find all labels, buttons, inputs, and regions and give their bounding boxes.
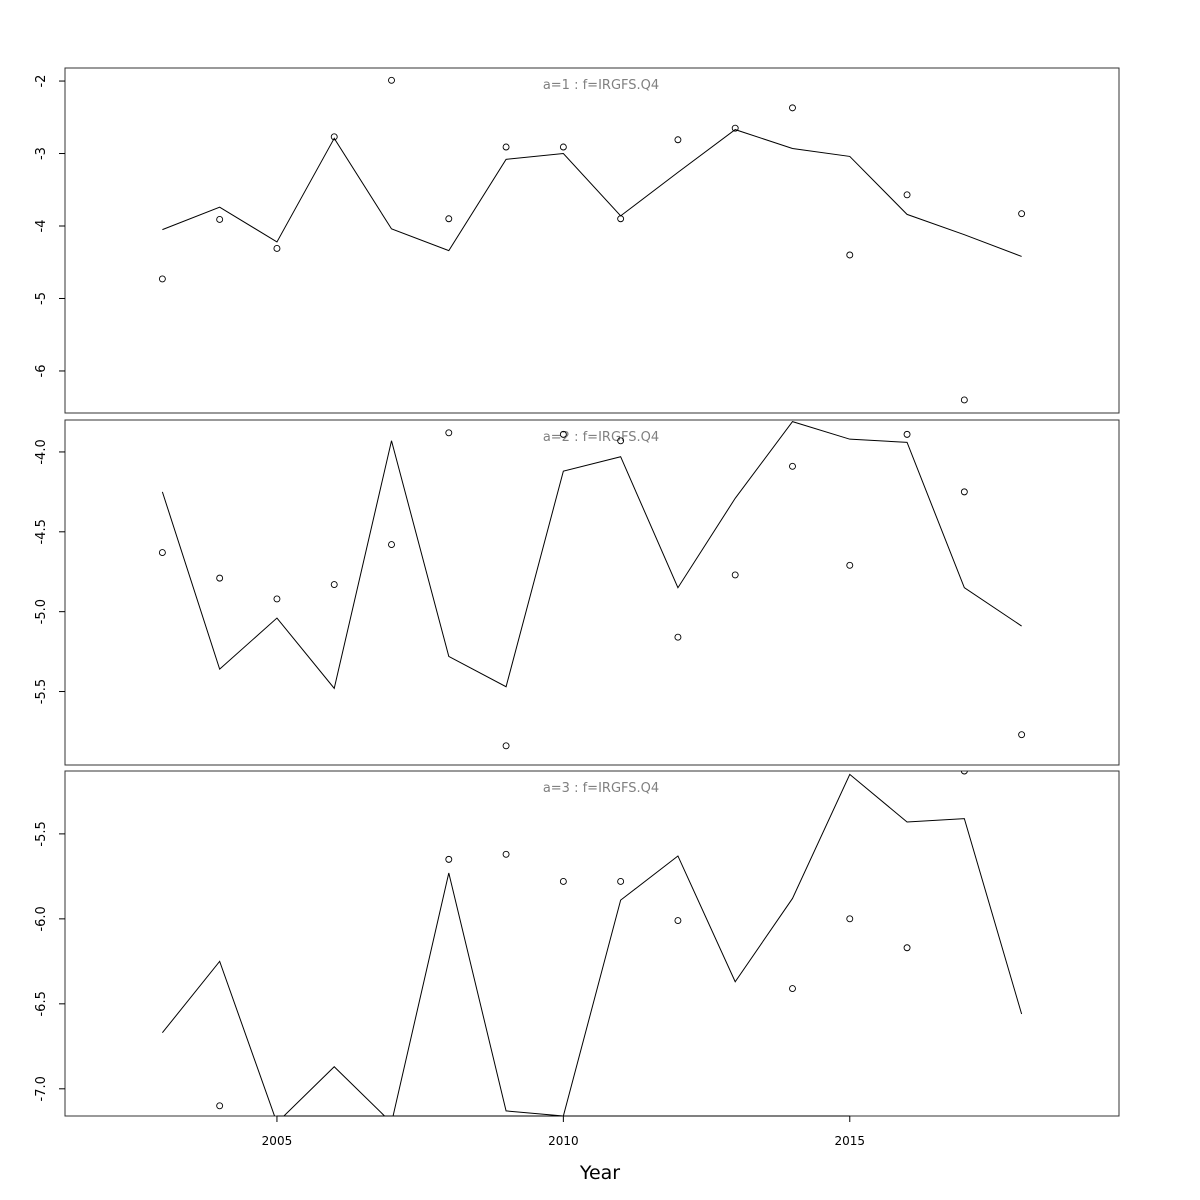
observed-point	[216, 216, 224, 223]
x-tick-label: 2010	[548, 1134, 579, 1148]
observed-point	[731, 124, 739, 132]
observed-point	[789, 462, 796, 470]
observed-point	[960, 488, 968, 496]
observed-point	[216, 574, 224, 582]
observed-point	[158, 275, 166, 283]
panel-title: a=1 : f=IRGFS.Q4	[543, 78, 659, 93]
panel-frame	[64, 770, 1120, 1117]
observed-point	[731, 571, 739, 579]
panels-layer: a=1 : f=IRGFS.Q4 -2 -3 -4 -5 -6 a=2 : f=IRGFS.…	[34, 67, 1120, 1117]
observed-point	[1018, 210, 1026, 218]
observed-point	[502, 742, 510, 750]
panel-3: a=3 : f=IRGFS.Q4 -5.5 -6.0 -6.5 -7.0	[34, 770, 1120, 1117]
y-tick-label: -5.5	[34, 679, 49, 704]
x-axis: 2005 2010 2015	[262, 1115, 865, 1148]
observed-point	[674, 136, 682, 144]
observed-point	[559, 143, 567, 151]
observed-point	[1018, 731, 1026, 739]
observed-point	[273, 245, 281, 252]
observed-point	[960, 771, 968, 775]
panel-1: a=1 : f=IRGFS.Q4 -2 -3 -4 -5 -6	[34, 67, 1120, 414]
y-tick-label: -7.0	[34, 1076, 49, 1101]
panel-series	[161, 771, 1023, 1116]
observed-point	[388, 541, 395, 549]
panel-frame	[64, 419, 1120, 766]
observed-point	[158, 549, 166, 557]
observed-point	[617, 215, 625, 223]
panel-frame	[64, 67, 1120, 414]
panel-title: a=3 : f=IRGFS.Q4	[543, 781, 659, 796]
fitted-line	[161, 421, 1022, 690]
observed-point	[846, 251, 854, 259]
observed-point	[903, 430, 911, 438]
observed-point	[617, 878, 625, 885]
observed-point	[445, 429, 453, 437]
observed-point	[559, 430, 567, 438]
observed-point	[502, 850, 510, 858]
observed-point	[846, 561, 854, 569]
y-tick-label: -2	[34, 75, 49, 88]
observed-point	[903, 944, 911, 952]
y-tick-label: -5.5	[34, 821, 49, 846]
observed-point	[674, 917, 682, 925]
observed-point	[789, 104, 796, 112]
observed-point	[330, 133, 338, 141]
observed-point	[846, 915, 854, 923]
observed-point	[559, 878, 567, 885]
observed-point	[388, 76, 395, 84]
panel-2: a=2 : f=IRGFS.Q4 -4.0 -4.5 -5.0 -5.5	[34, 419, 1120, 766]
fitted-line	[162, 129, 1022, 257]
y-tick-label: -4.5	[34, 519, 49, 544]
y-tick-label: -6	[34, 364, 49, 377]
y-tick-label: -4.0	[34, 439, 49, 464]
panel-title: a=2 : f=IRGFS.Q4	[543, 430, 659, 445]
observed-point	[330, 581, 338, 588]
observed-point	[617, 437, 625, 445]
y-tick-label: -3	[34, 147, 49, 160]
y-tick-label: -4	[34, 220, 49, 233]
observed-point	[789, 985, 796, 992]
panel-series	[158, 421, 1026, 750]
observed-point	[903, 191, 911, 199]
observed-point	[445, 215, 453, 223]
x-tick-label: 2015	[834, 1134, 865, 1148]
observed-point	[273, 595, 281, 603]
observed-point	[445, 855, 453, 863]
panel-series	[158, 76, 1026, 404]
observed-point	[216, 1102, 224, 1110]
observed-point	[960, 396, 968, 404]
y-tick-label: -6.0	[34, 906, 49, 931]
y-tick-label: -6.5	[34, 991, 49, 1016]
y-tick-label: -5.0	[34, 599, 49, 624]
observed-point	[674, 633, 682, 641]
observed-point	[502, 143, 510, 151]
y-tick-label: -5	[34, 292, 49, 305]
x-axis-title: Year	[579, 1162, 620, 1184]
fitted-line	[161, 773, 1023, 1116]
x-tick-label: 2005	[262, 1134, 293, 1148]
